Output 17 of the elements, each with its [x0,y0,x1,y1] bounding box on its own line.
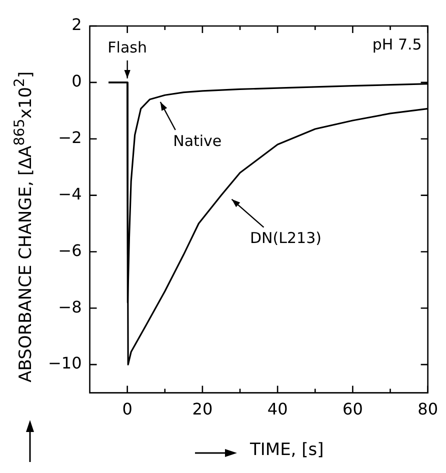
annotation: DN(L213) [250,229,322,248]
y-tick-label: −2 [58,128,82,148]
y-tick-label: −8 [58,297,82,316]
y-tick-label: 0 [72,72,82,91]
annotation: Flash [108,38,147,56]
x-axis-title: TIME, [s] [250,440,324,460]
y-tick-label: −6 [58,240,82,260]
annotation: Native [173,132,222,150]
annotation: pH 7.5 [372,35,422,54]
x-tick-label: 0 [122,400,132,419]
y-tick-label: −10 [48,354,82,373]
x-tick-label: 80 [418,400,438,419]
y-tick-label: 2 [72,15,82,34]
x-tick-label: 60 [342,400,363,419]
x-tick-label: 20 [192,400,213,419]
x-tick-label: 40 [267,400,288,419]
y-tick-label: −4 [58,184,82,204]
